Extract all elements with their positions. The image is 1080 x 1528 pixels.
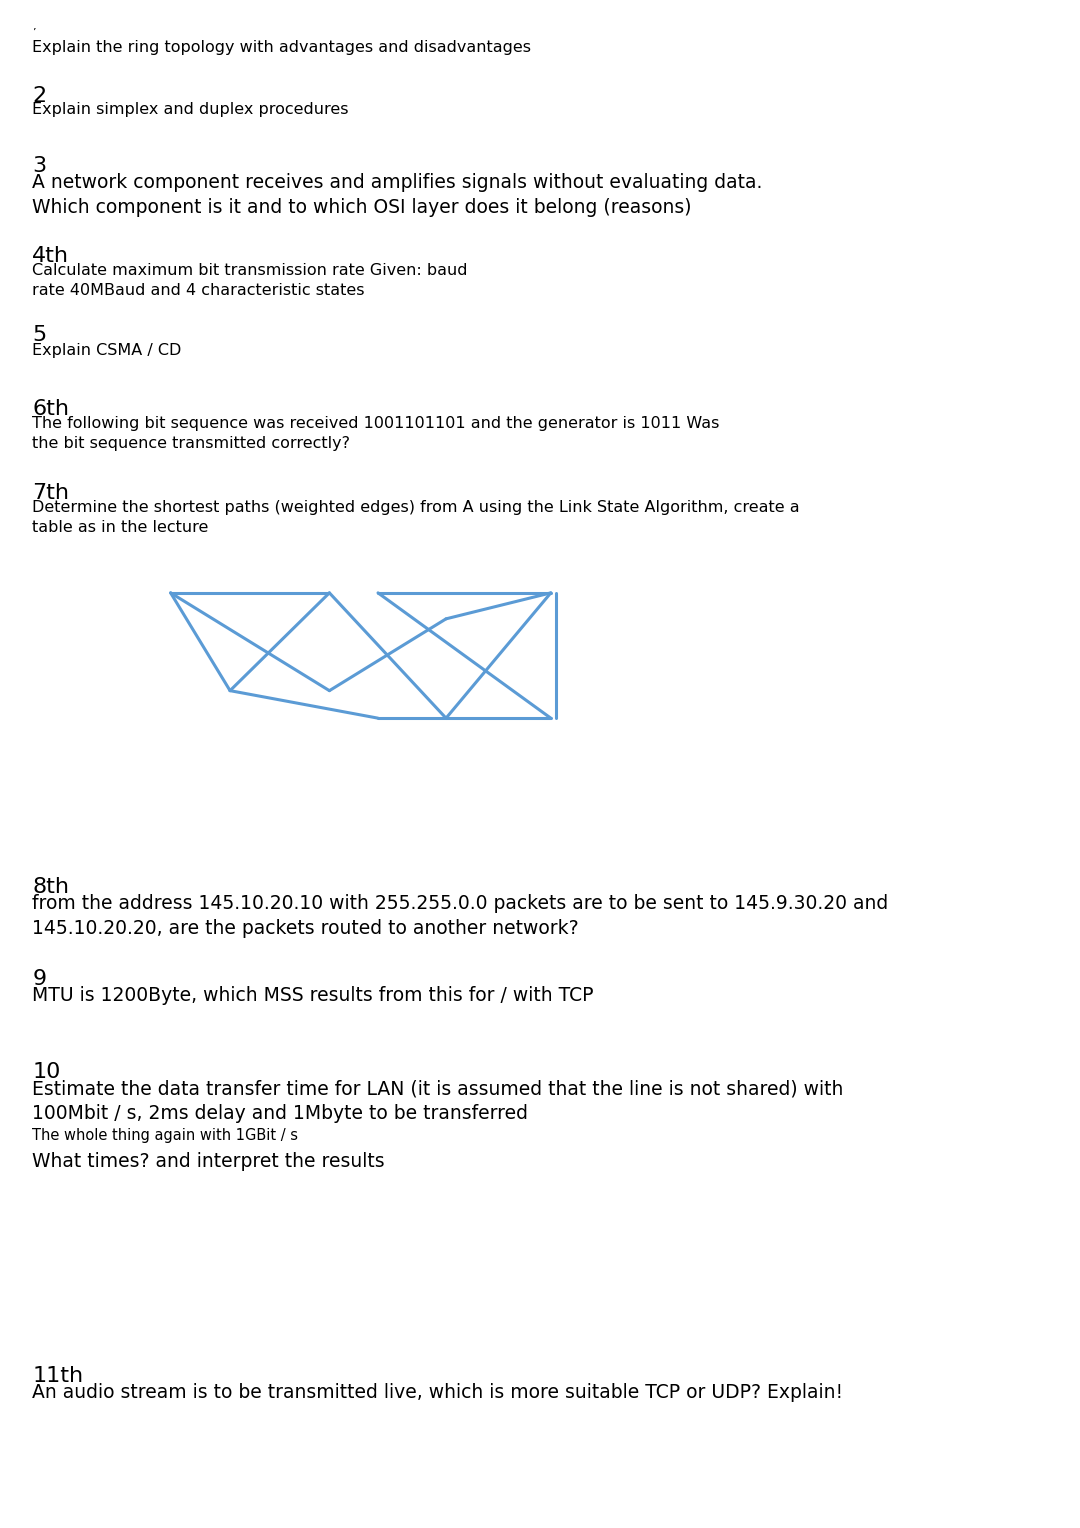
Text: A network component receives and amplifies signals without evaluating data.: A network component receives and amplifi… — [32, 174, 762, 193]
Text: table as in the lecture: table as in the lecture — [32, 520, 208, 535]
Text: 5: 5 — [32, 325, 46, 345]
Text: 6th: 6th — [32, 399, 69, 419]
Text: Explain the ring topology with advantages and disadvantages: Explain the ring topology with advantage… — [32, 40, 531, 55]
Text: Explain simplex and duplex procedures: Explain simplex and duplex procedures — [32, 102, 349, 118]
Text: 11th: 11th — [32, 1366, 83, 1386]
Text: Determine the shortest paths (weighted edges) from A using the Link State Algori: Determine the shortest paths (weighted e… — [32, 500, 800, 515]
Text: 8th: 8th — [32, 877, 69, 897]
Text: 4th: 4th — [32, 246, 69, 266]
Text: rate 40MBaud and 4 characteristic states: rate 40MBaud and 4 characteristic states — [32, 283, 365, 298]
Text: MTU is 1200Byte, which MSS results from this for / with TCP: MTU is 1200Byte, which MSS results from … — [32, 986, 594, 1005]
Text: 9: 9 — [32, 969, 46, 989]
Text: Calculate maximum bit transmission rate Given: baud: Calculate maximum bit transmission rate … — [32, 263, 468, 278]
Text: The whole thing again with 1GBit / s: The whole thing again with 1GBit / s — [32, 1128, 298, 1143]
Text: Which component is it and to which OSI layer does it belong (reasons): Which component is it and to which OSI l… — [32, 199, 692, 217]
Text: from the address 145.10.20.10 with 255.255.0.0 packets are to be sent to 145.9.3: from the address 145.10.20.10 with 255.2… — [32, 894, 889, 914]
Text: Estimate the data transfer time for LAN (it is assumed that the line is not shar: Estimate the data transfer time for LAN … — [32, 1079, 843, 1099]
Text: 10: 10 — [32, 1062, 60, 1082]
Text: 3: 3 — [32, 156, 46, 176]
Text: ’: ’ — [32, 28, 36, 38]
Text: 145.10.20.20, are the packets routed to another network?: 145.10.20.20, are the packets routed to … — [32, 918, 579, 938]
Text: The following bit sequence was received 1001101101 and the generator is 1011 Was: The following bit sequence was received … — [32, 416, 719, 431]
Text: 2: 2 — [32, 86, 46, 105]
Text: What times? and interpret the results: What times? and interpret the results — [32, 1152, 386, 1172]
Text: 100Mbit / s, 2ms delay and 1Mbyte to be transferred: 100Mbit / s, 2ms delay and 1Mbyte to be … — [32, 1103, 528, 1123]
Text: 7th: 7th — [32, 483, 69, 503]
Text: An audio stream is to be transmitted live, which is more suitable TCP or UDP? Ex: An audio stream is to be transmitted liv… — [32, 1383, 843, 1403]
Text: the bit sequence transmitted correctly?: the bit sequence transmitted correctly? — [32, 435, 350, 451]
Text: Explain CSMA / CD: Explain CSMA / CD — [32, 342, 181, 358]
